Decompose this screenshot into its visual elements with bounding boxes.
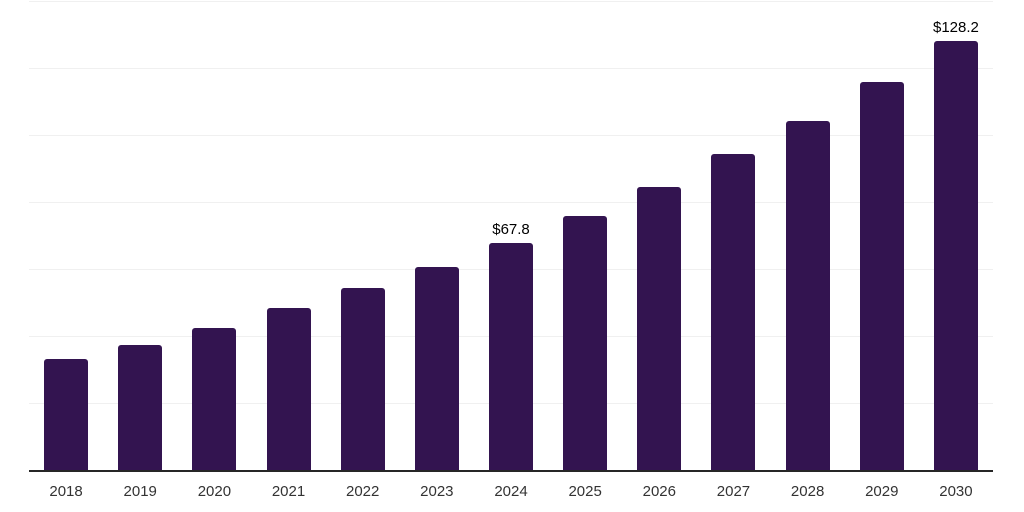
- x-tick-label-2020: 2020: [197, 483, 232, 500]
- bar-2027: [711, 154, 756, 470]
- x-tick-label-2025: 2025: [568, 483, 602, 500]
- x-tick-label-2023: 2023: [420, 483, 454, 500]
- bar-2020: [192, 328, 237, 470]
- bar-2025: [563, 216, 608, 470]
- gridline-140: [29, 0, 993, 2]
- bar-2028: [785, 120, 830, 470]
- x-tick-label-2018: 2018: [49, 483, 83, 500]
- x-tick-label-2026: 2026: [642, 483, 676, 500]
- bar-2021: [266, 308, 311, 470]
- gridline-120: [29, 67, 993, 69]
- bar-2018: [44, 358, 89, 470]
- x-tick-label-2021: 2021: [271, 483, 306, 500]
- gridline-100: [29, 134, 993, 136]
- x-tick-label-2019: 2019: [123, 483, 157, 500]
- x-tick-label-2022: 2022: [346, 483, 380, 500]
- bar-2023: [414, 266, 459, 470]
- bar-2026: [637, 187, 682, 470]
- x-tick-label-2030: 2030: [939, 483, 973, 500]
- value-label-2030: $128.2: [932, 18, 979, 36]
- x-tick-label-2029: 2029: [865, 483, 899, 500]
- value-label-2024: $67.8: [492, 220, 530, 238]
- x-tick-label-2024: 2024: [494, 483, 528, 500]
- bar-2022: [340, 288, 385, 470]
- x-axis-line: [29, 470, 993, 472]
- x-tick-label-2028: 2028: [790, 483, 825, 500]
- bar-2024: [489, 242, 533, 470]
- bar-2029: [859, 82, 904, 470]
- bar-2019: [118, 345, 163, 470]
- bar-2030: [933, 40, 978, 470]
- x-tick-label-2027: 2027: [716, 483, 751, 500]
- gridline-80: [29, 201, 993, 203]
